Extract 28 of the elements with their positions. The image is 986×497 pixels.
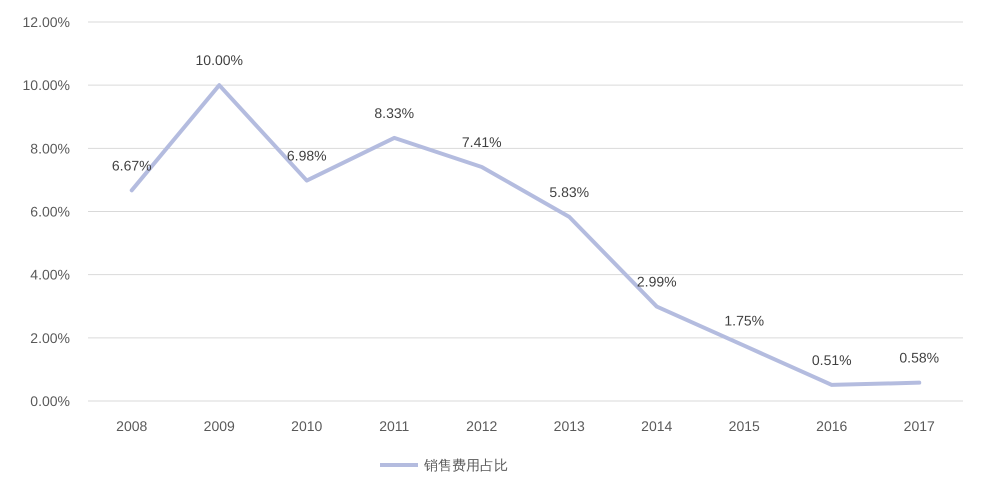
x-tick-label: 2008 [116, 418, 148, 434]
y-tick-label: 6.00% [30, 204, 70, 220]
data-label: 2.99% [636, 274, 677, 290]
x-tick-label: 2016 [816, 418, 848, 434]
x-tick-label: 2014 [641, 418, 673, 434]
y-tick-label: 4.00% [30, 266, 70, 283]
data-label: 8.33% [374, 104, 414, 121]
data-label: 10.00% [196, 52, 243, 68]
data-label: 0.51% [812, 352, 852, 368]
x-tick-label: 2011 [379, 418, 410, 434]
data-label: 7.41% [462, 134, 502, 150]
x-tick-label: 2013 [554, 418, 586, 434]
x-tick-label: 2015 [728, 418, 760, 434]
data-label: 6.67% [112, 157, 152, 174]
y-tick-label: 12.00% [22, 14, 70, 30]
y-tick-label: 2.00% [30, 330, 70, 346]
x-tick-label: 2017 [904, 418, 936, 434]
y-tick-label: 10.00% [22, 77, 70, 94]
x-tick-label: 2010 [291, 418, 323, 434]
data-label: 0.58% [899, 350, 940, 366]
y-tick-label: 8.00% [30, 140, 70, 156]
data-label: 1.75% [724, 312, 764, 329]
legend-label: 销售费用占比 [423, 457, 508, 473]
y-tick-label: 0.00% [30, 393, 70, 409]
x-tick-label: 2012 [466, 418, 498, 434]
data-label: 5.83% [549, 184, 590, 200]
data-label: 6.98% [286, 148, 327, 164]
x-tick-label: 2009 [204, 418, 236, 434]
